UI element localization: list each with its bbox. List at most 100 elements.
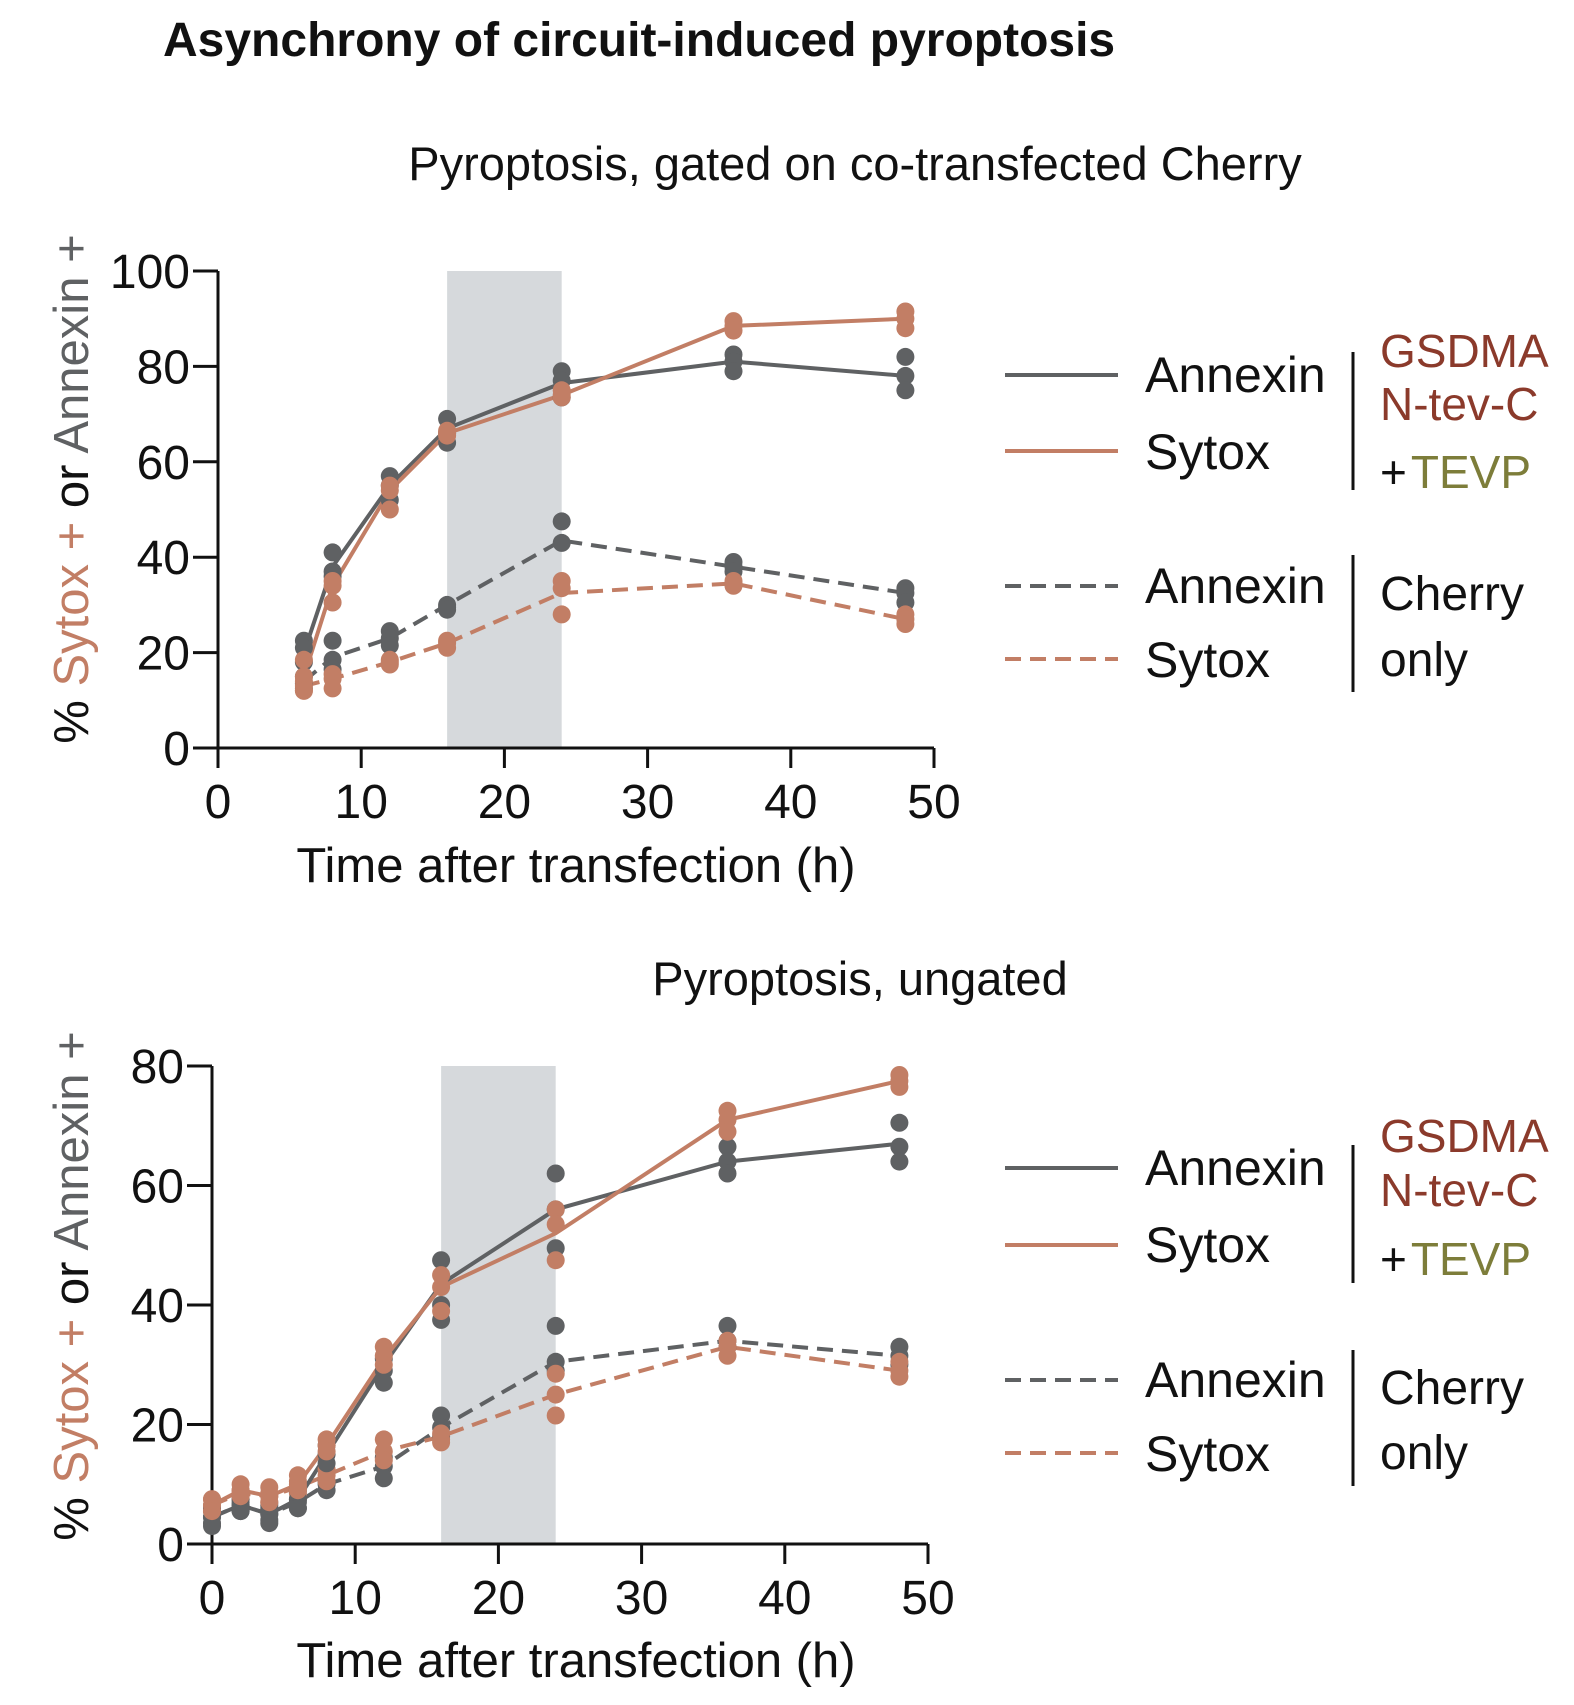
legend-ungated: Annexin Sytox GSDMA N-tev-C +TEVP Annexi… [1005, 1110, 1549, 1486]
y-tick-label: 40 [131, 1280, 184, 1333]
data-point-sytox [546, 1251, 565, 1270]
legend-group-gsdma: GSDMA [1380, 325, 1549, 377]
data-point-annexin [890, 1137, 909, 1156]
data-point-sytox [724, 576, 743, 595]
legend-group-ntevc: N-tev-C [1380, 378, 1538, 430]
data-point-annexin [896, 347, 915, 366]
data-point-sytox [294, 681, 313, 700]
data-point-annexin [438, 600, 457, 619]
y-label-pct: % [45, 687, 99, 744]
data-point-annexin [718, 1164, 737, 1183]
x-tick-label: 30 [621, 776, 674, 829]
shaded-region [441, 1066, 556, 1544]
data-point-annexin [552, 533, 571, 552]
x-tick-label: 10 [329, 1572, 382, 1625]
y-tick-label: 0 [157, 1519, 184, 1572]
data-point-sytox [546, 1364, 565, 1383]
series-line-annexin-dashed [211, 1338, 900, 1519]
data-point-sytox [718, 1122, 737, 1141]
data-point-sytox [231, 1487, 250, 1506]
legend-group-plus-tevp: +TEVP [1380, 446, 1531, 498]
series-line-sytox-solid [211, 1078, 900, 1507]
y-tick-label: 0 [163, 723, 190, 776]
legend-plus: + [1380, 1233, 1407, 1285]
x-tick-label: 30 [615, 1572, 668, 1625]
data-point-sytox [317, 1472, 336, 1491]
y-label-annexin: Annexin + [45, 234, 99, 453]
y-label-sytox: Sytox + [45, 522, 99, 687]
data-point-sytox [374, 1355, 393, 1374]
data-point-sytox [718, 1346, 737, 1365]
y-label-sytox: Sytox + [45, 1319, 99, 1484]
y-tick-label: 80 [137, 341, 190, 394]
data-point-sytox [432, 1278, 451, 1297]
data-point-annexin [288, 1499, 307, 1518]
y-tick-label: 60 [137, 437, 190, 490]
y-axis-label: % Sytox + or Annexin + [45, 1031, 99, 1540]
plot-area: 0 20 40 60 80 0 10 20 30 40 50 [131, 1041, 955, 1625]
data-point-sytox [896, 319, 915, 338]
x-tick-label: 20 [478, 776, 531, 829]
data-point-annexin [380, 636, 399, 655]
x-axis-label: Time after transfection (h) [296, 1634, 855, 1688]
data-point-annexin [231, 1502, 250, 1521]
legend-gated: Annexin Sytox GSDMA N-tev-C +TEVP Annexi… [1005, 325, 1549, 692]
data-point-sytox [432, 1302, 451, 1320]
data-point-annexin [546, 1316, 565, 1335]
data-point-sytox [323, 576, 342, 595]
shaded-region [447, 271, 562, 748]
legend-label-sytox: Sytox [1145, 1426, 1270, 1482]
data-point-annexin [323, 543, 342, 562]
legend-group-only: only [1380, 1427, 1468, 1480]
x-tick-label: 50 [901, 1572, 954, 1625]
y-tick-label: 100 [110, 246, 190, 299]
data-point-annexin [718, 1316, 737, 1335]
legend-tevp: TEVP [1411, 446, 1531, 498]
x-tick-label: 40 [758, 1572, 811, 1625]
data-point-annexin [890, 1113, 909, 1132]
data-point-sytox [896, 615, 915, 633]
data-point-sytox [546, 1406, 565, 1425]
data-point-annexin [724, 362, 743, 381]
data-point-sytox [323, 593, 342, 612]
data-point-annexin [896, 381, 915, 400]
legend-label-sytox: Sytox [1145, 1217, 1270, 1273]
data-point-sytox [203, 1502, 221, 1521]
data-point-sytox [288, 1481, 307, 1500]
legend-label-annexin: Annexin [1145, 1352, 1326, 1408]
data-point-sytox [317, 1442, 336, 1461]
legend-label-annexin: Annexin [1145, 558, 1326, 614]
chart-title: Pyroptosis, ungated [652, 952, 1067, 1005]
data-point-sytox [294, 667, 313, 686]
y-label-or: or [45, 1251, 99, 1319]
data-point-sytox [380, 481, 399, 500]
series-line-sytox-dashed [211, 1344, 900, 1508]
y-label-pct: % [45, 1484, 99, 1541]
x-tick-label: 0 [199, 1572, 226, 1625]
series-line-annexin-solid [211, 1141, 900, 1519]
data-point-sytox [294, 650, 313, 669]
data-point-annexin [718, 1137, 737, 1156]
data-point-annexin [260, 1514, 279, 1533]
data-point-sytox [552, 605, 571, 624]
x-tick-label: 40 [764, 776, 817, 829]
data-point-annexin [203, 1517, 221, 1536]
data-point-sytox [552, 388, 571, 407]
y-label-annexin: Annexin + [45, 1031, 99, 1250]
data-point-sytox [323, 679, 342, 698]
y-tick-label: 40 [137, 532, 190, 585]
plot-area: 0 20 40 60 80 100 0 10 20 30 40 50 [110, 246, 961, 829]
data-point-sytox [380, 500, 399, 519]
y-tick-label: 20 [137, 628, 190, 681]
x-tick-label: 10 [335, 776, 388, 829]
legend-label-sytox: Sytox [1145, 632, 1270, 688]
legend-label-sytox: Sytox [1145, 424, 1270, 480]
data-point-sytox [552, 579, 571, 598]
data-point-sytox [546, 1215, 565, 1234]
data-point-sytox [260, 1493, 279, 1512]
x-tick-label: 50 [907, 776, 960, 829]
data-point-annexin [546, 1164, 565, 1183]
figure-title: Asynchrony of circuit-induced pyroptosis [163, 14, 1115, 67]
data-point-sytox [890, 1367, 909, 1386]
